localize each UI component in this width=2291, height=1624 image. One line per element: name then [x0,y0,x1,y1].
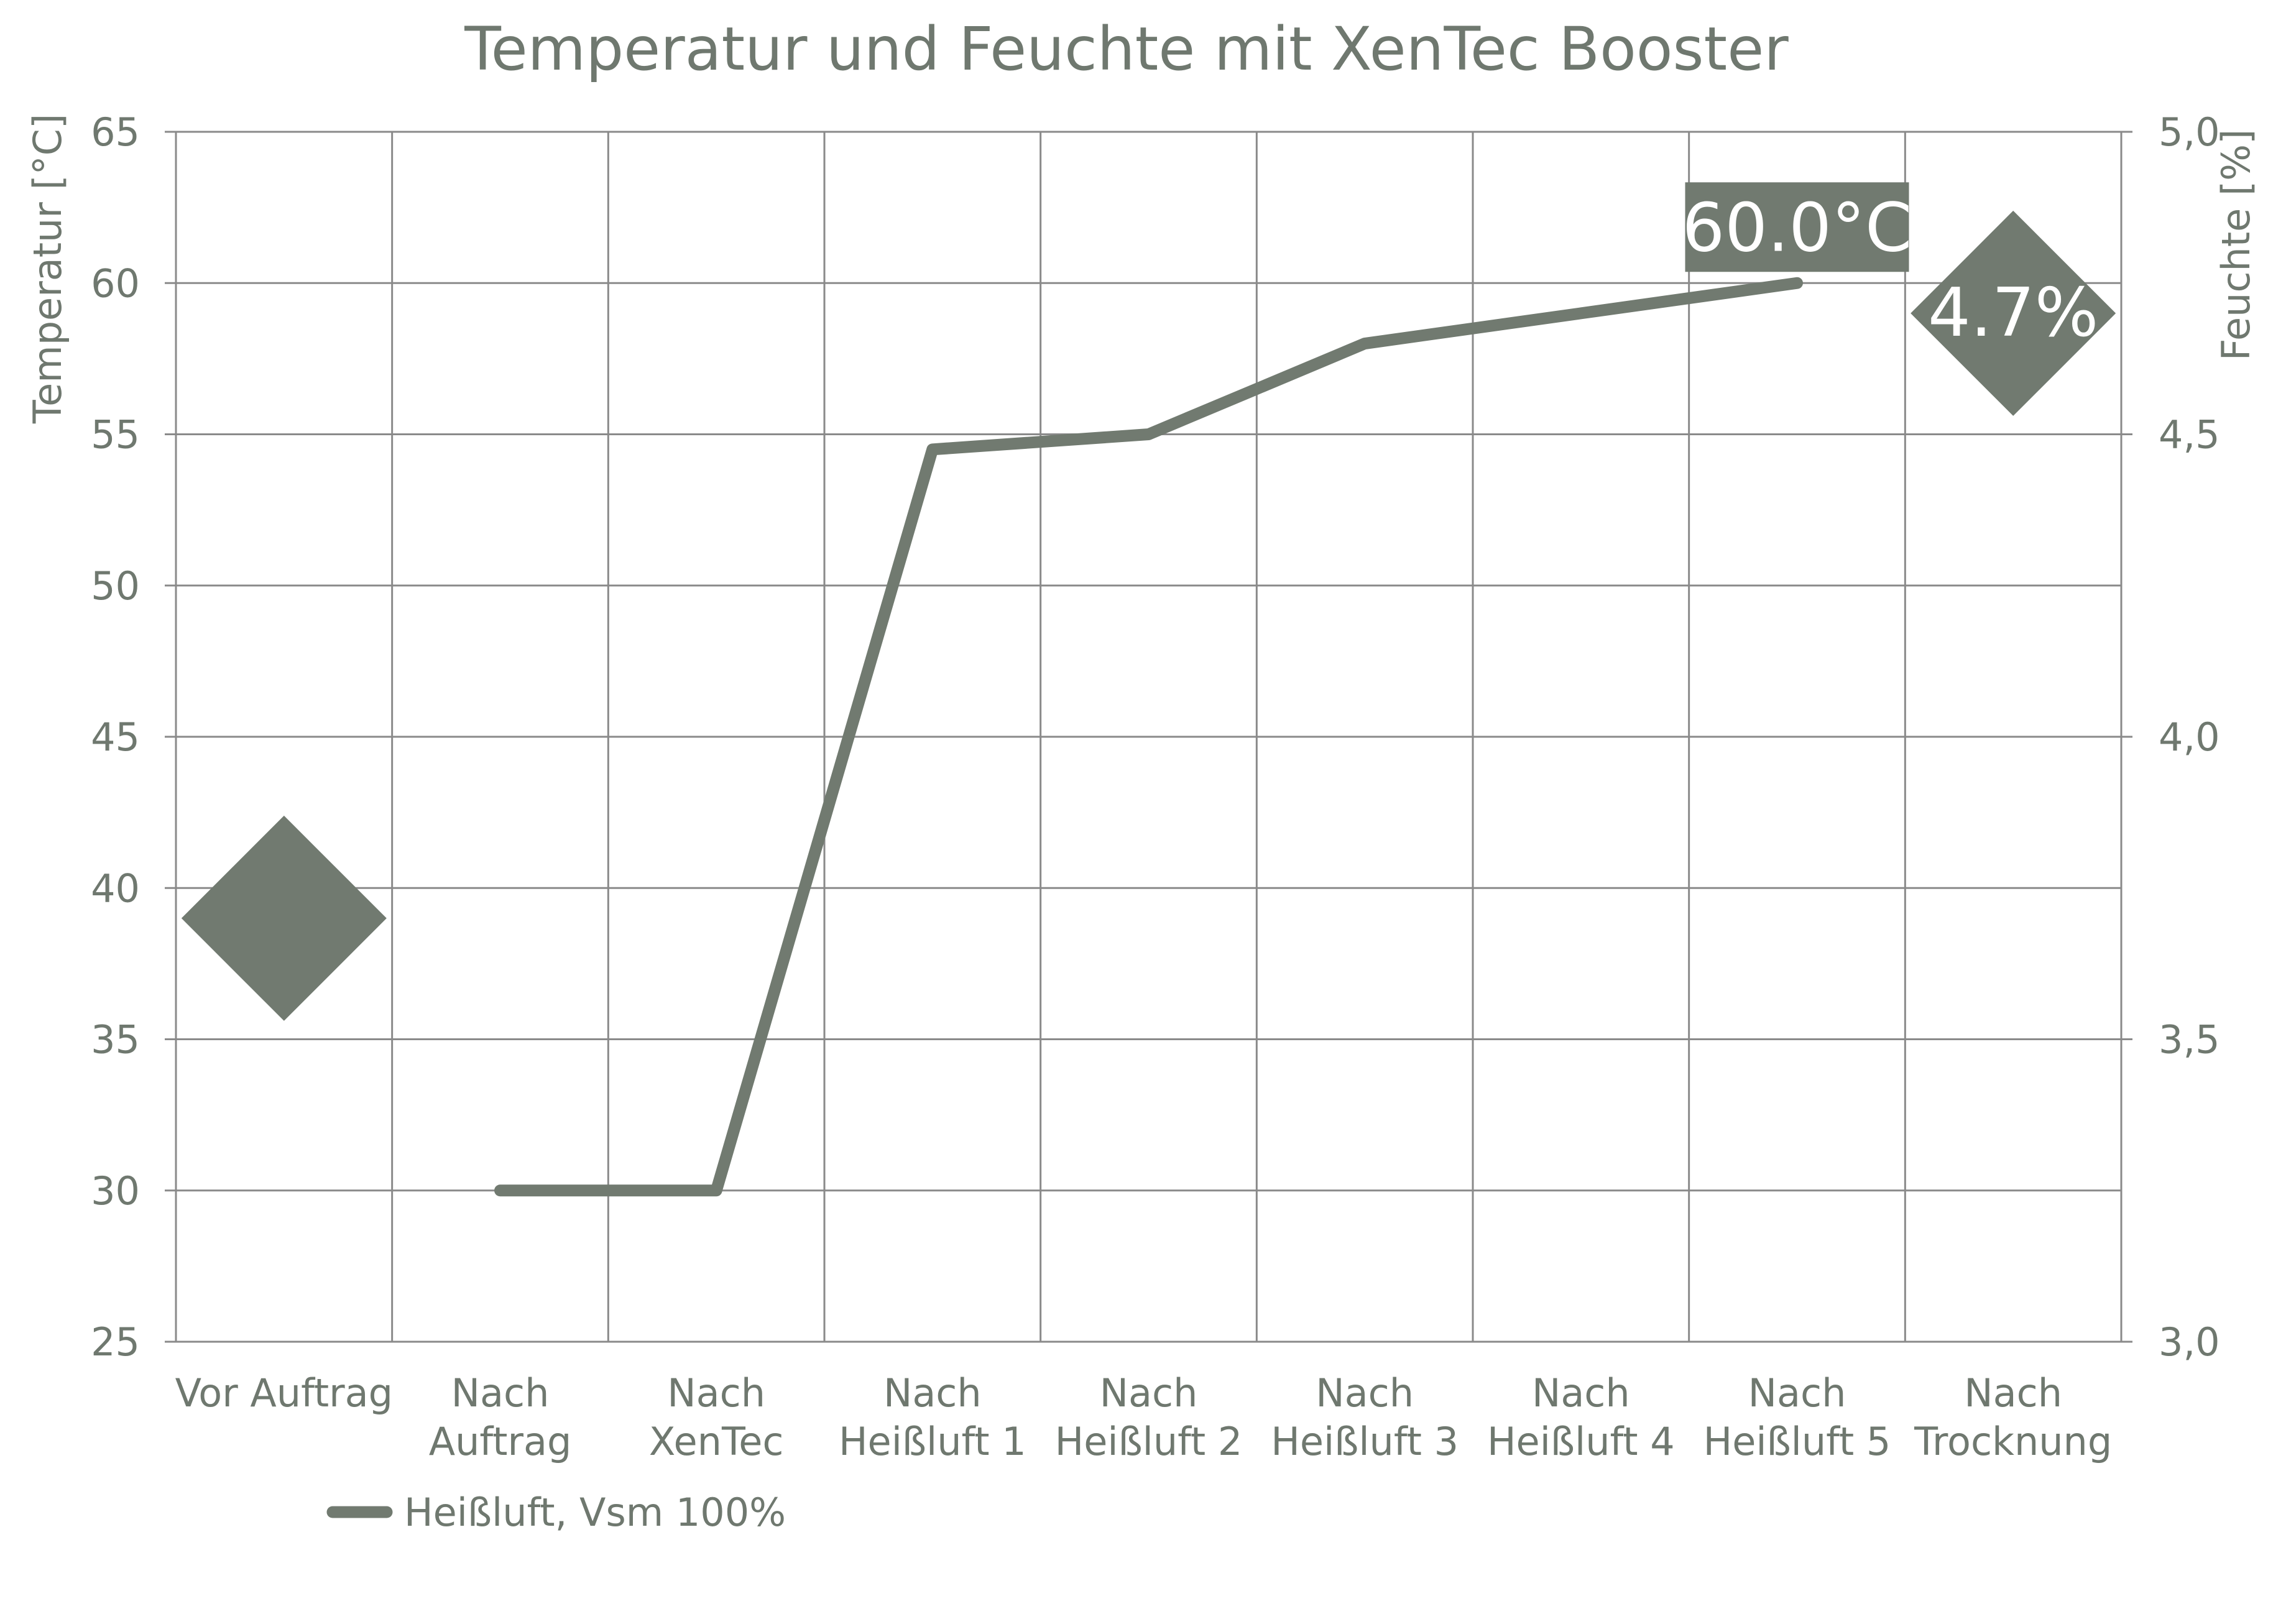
x-category-label: Nach [451,1370,550,1416]
chart-title: Temperatur und Feuchte mit XenTec Booste… [464,14,1789,84]
marker-label: 4.7% [1928,274,2098,352]
tick-labels: 65 60 55 50 45 40 35 30 25 5,0 4,5 4,0 3,5 3,0 [91,109,2220,1365]
x-category-label: Nach [883,1370,982,1416]
series-line [494,277,1803,1197]
x-category-label: Heißluft 5 [1703,1419,1891,1464]
y-left-tick-label: 30 [91,1168,140,1214]
legend-label: Heißluft, Vsm 100% [404,1490,786,1535]
x-category-label: Nach [1532,1370,1630,1416]
markers-layer: 4.7% [181,210,2116,1021]
x-category-label: Heißluft 2 [1055,1419,1243,1464]
x-category-label: Heißluft 1 [839,1419,1026,1464]
category-labels: Vor Auftrag NachAuftragNachXenTecNachHeiß… [175,1370,2113,1464]
y-left-tick-label: 55 [91,412,140,458]
x-category-label: Nach [1964,1370,2062,1416]
grid [165,131,2132,1343]
y-right-tick-label: 4,5 [2159,412,2220,458]
x-category-label: Nach [1748,1370,1846,1416]
y-right-tick-label: 3,0 [2159,1319,2220,1365]
y-right-tick-label: 5,0 [2159,109,2220,155]
x-category-label: Nach [667,1370,765,1416]
x-category-label: XenTec [649,1419,784,1464]
annotation-box [1685,182,1909,272]
series-layer [494,277,1803,1197]
y-right-tick-label: 4,0 [2159,714,2220,760]
diamond-marker [181,815,387,1021]
x-category-label: Trocknung [1914,1419,2112,1464]
y-right-tick-label: 3,5 [2159,1017,2220,1063]
x-category-label: Heißluft 4 [1487,1419,1675,1464]
x-category-label: Nach [1316,1370,1414,1416]
y-left-tick-label: 25 [91,1319,140,1365]
diamond-marker [1911,210,2116,416]
annotations-layer: 60.0°C [1682,182,1912,272]
y-left-tick-label: 45 [91,714,140,760]
x-category-label: Vor Auftrag [175,1370,393,1416]
y-left-tick-label: 65 [91,109,140,155]
y-left-tick-label: 60 [91,261,140,306]
x-category-label: Auftrag [429,1419,572,1464]
y-left-tick-label: 35 [91,1017,140,1063]
x-category-label: Nach [1100,1370,1198,1416]
y-axis-right-title: Feuchte [%] [2213,129,2259,361]
y-left-tick-label: 40 [91,865,140,911]
x-category-label: Heißluft 3 [1271,1419,1459,1464]
y-left-tick-label: 50 [91,563,140,609]
legend: Heißluft, Vsm 100% [326,1490,786,1535]
annotation-label: 60.0°C [1682,189,1912,267]
y-axis-left-title: Temperatur [°C] [25,114,70,424]
